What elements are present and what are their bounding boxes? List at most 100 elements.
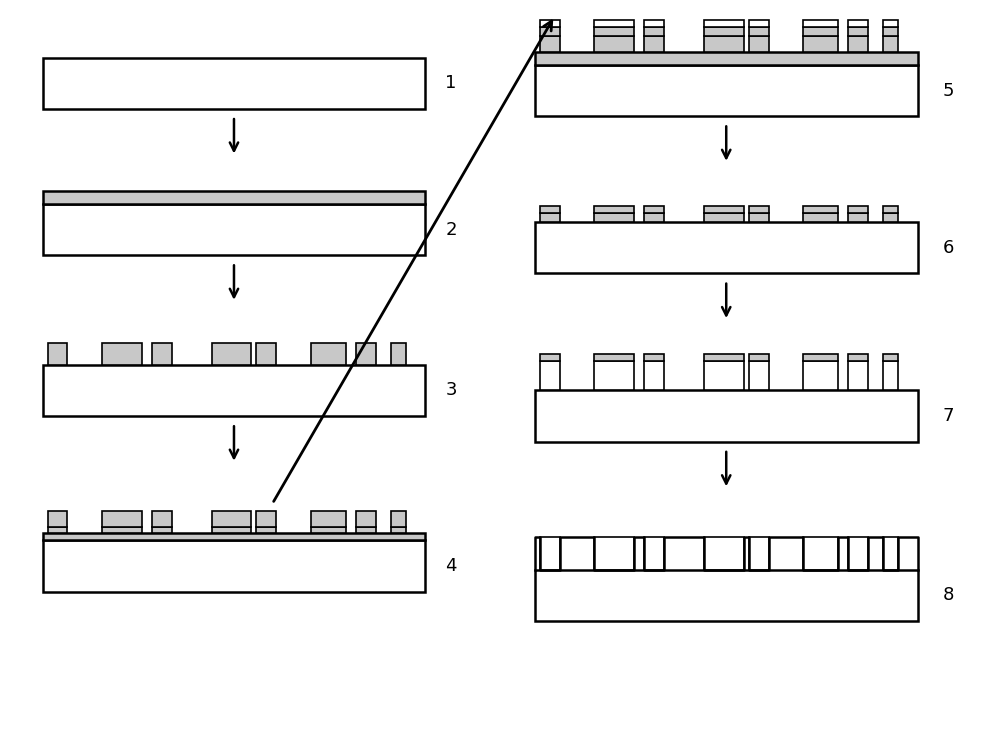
Bar [43, 204, 425, 255]
Bar [749, 35, 769, 52]
Bar [212, 511, 251, 527]
Bar [883, 206, 898, 214]
Bar [803, 537, 838, 570]
Bar [48, 527, 67, 533]
Bar [594, 214, 634, 223]
Bar [749, 354, 769, 361]
Text: 1: 1 [445, 74, 457, 92]
Bar [535, 223, 918, 273]
Bar [256, 527, 276, 533]
Text: 3: 3 [445, 382, 457, 399]
Bar [848, 27, 868, 35]
Bar [644, 537, 664, 570]
Bar [594, 206, 634, 214]
Bar [883, 35, 898, 52]
Bar [704, 27, 744, 35]
Bar [212, 343, 251, 365]
Bar [803, 354, 838, 361]
Bar [749, 214, 769, 223]
Bar [749, 361, 769, 391]
Text: 6: 6 [943, 239, 954, 256]
Bar [704, 361, 744, 391]
Bar [391, 343, 406, 365]
Bar [43, 191, 425, 204]
Bar [535, 391, 918, 441]
Bar [704, 206, 744, 214]
Bar [749, 537, 769, 570]
Bar [43, 533, 425, 540]
Bar [311, 343, 346, 365]
Bar [540, 361, 560, 391]
Bar [594, 27, 634, 35]
Bar [102, 511, 142, 527]
Bar [644, 27, 664, 35]
Bar [704, 354, 744, 361]
Bar [311, 511, 346, 527]
Bar [704, 35, 744, 52]
Text: 4: 4 [445, 557, 457, 575]
Bar [102, 343, 142, 365]
Bar [540, 27, 560, 35]
Bar [594, 354, 634, 361]
Bar [535, 52, 918, 65]
Bar [644, 20, 664, 27]
Bar [102, 527, 142, 533]
Bar [644, 361, 664, 391]
Bar [883, 20, 898, 27]
Bar [644, 354, 664, 361]
Bar [212, 527, 251, 533]
Bar [704, 214, 744, 223]
Bar [848, 20, 868, 27]
Bar [803, 214, 838, 223]
Bar [540, 537, 560, 570]
Bar [391, 527, 406, 533]
Bar [152, 527, 172, 533]
Bar [644, 206, 664, 214]
Bar [644, 214, 664, 223]
Bar [540, 214, 560, 223]
Bar [540, 206, 560, 214]
Bar [749, 27, 769, 35]
Bar [356, 527, 376, 533]
Bar [152, 511, 172, 527]
Bar [48, 511, 67, 527]
Bar [848, 214, 868, 223]
Bar [883, 214, 898, 223]
Bar [803, 27, 838, 35]
Bar [535, 65, 918, 116]
Bar [848, 354, 868, 361]
Bar [48, 343, 67, 365]
Text: 8: 8 [943, 586, 954, 604]
Bar [704, 20, 744, 27]
Bar [848, 35, 868, 52]
Bar [883, 537, 898, 570]
Bar [749, 206, 769, 214]
Bar [644, 35, 664, 52]
Bar [594, 537, 634, 570]
Bar [152, 343, 172, 365]
Bar [43, 365, 425, 416]
Bar [594, 35, 634, 52]
Text: 5: 5 [943, 82, 954, 99]
Bar [848, 537, 868, 570]
Bar [883, 27, 898, 35]
Bar [43, 57, 425, 109]
Bar [43, 540, 425, 592]
Bar [848, 361, 868, 391]
Bar [803, 361, 838, 391]
Bar [883, 354, 898, 361]
Bar [540, 354, 560, 361]
Bar [256, 343, 276, 365]
Bar [356, 511, 376, 527]
Bar [594, 361, 634, 391]
Bar [256, 511, 276, 527]
Bar [803, 35, 838, 52]
Bar [704, 537, 744, 570]
Bar [535, 570, 918, 621]
Bar [391, 511, 406, 527]
Bar [540, 20, 560, 27]
Bar [540, 35, 560, 52]
Bar [848, 206, 868, 214]
Bar [803, 206, 838, 214]
Bar [356, 343, 376, 365]
